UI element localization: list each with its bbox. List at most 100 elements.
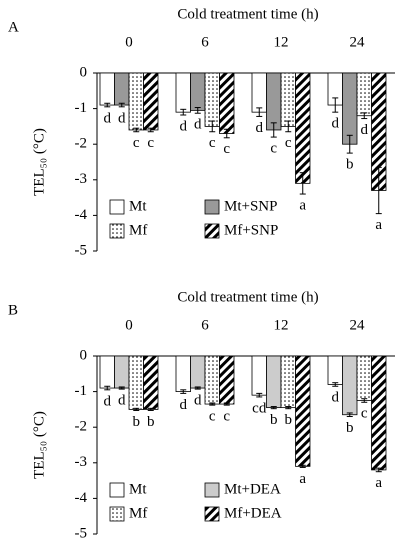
- significance-letter: c: [209, 135, 216, 151]
- x-tick-label: 24: [350, 317, 366, 333]
- error-bar: [299, 464, 306, 468]
- error-bar: [133, 407, 140, 411]
- bar: [356, 355, 372, 401]
- significance-letter: d: [104, 110, 112, 126]
- significance-letter: d: [332, 116, 340, 132]
- bar: [295, 355, 311, 467]
- significance-letter: c: [223, 141, 230, 157]
- error-bar: [332, 97, 339, 113]
- error-bar: [223, 402, 230, 406]
- bar: [266, 355, 282, 409]
- significance-letter: cd: [252, 400, 267, 416]
- bar: [114, 355, 130, 389]
- error-bar: [209, 120, 216, 133]
- significance-letter: b: [270, 412, 278, 428]
- bar: [371, 355, 387, 471]
- y-tick-label: -3: [75, 454, 88, 470]
- error-bar: [180, 108, 187, 116]
- y-tick-label: -1: [75, 100, 88, 116]
- legend-swatch: [109, 482, 125, 498]
- x-axis-title: Cold treatment time (h): [177, 289, 318, 305]
- y-tick-label: -5: [75, 242, 88, 258]
- error-bar: [118, 102, 125, 108]
- bar: [266, 72, 282, 131]
- significance-letter: a: [375, 217, 382, 233]
- bar: [356, 72, 372, 117]
- error-bar: [285, 120, 292, 133]
- x-tick-label: 12: [274, 317, 289, 333]
- error-bar: [256, 392, 263, 398]
- significance-letter: c: [223, 409, 230, 425]
- legend-label: Mt: [129, 481, 147, 497]
- significance-letter: d: [118, 110, 126, 126]
- significance-letter: c: [270, 141, 277, 157]
- significance-letter: a: [375, 475, 382, 491]
- bar: [175, 355, 191, 392]
- bar: [280, 355, 296, 409]
- error-bar: [104, 385, 111, 391]
- legend-label: Mt: [129, 198, 147, 214]
- error-bar: [256, 107, 263, 117]
- significance-letter: c: [133, 135, 140, 151]
- error-bar: [194, 386, 201, 390]
- x-tick-label: 0: [125, 317, 133, 333]
- error-bar: [194, 107, 201, 114]
- bar: [190, 72, 206, 111]
- y-tick-label: -3: [75, 171, 88, 187]
- bar: [219, 72, 235, 134]
- legend-label: Mt+SNP: [224, 198, 277, 214]
- significance-letter: b: [133, 414, 141, 430]
- error-bar: [299, 172, 306, 195]
- legend-swatch: [204, 506, 220, 522]
- bar: [342, 72, 358, 145]
- significance-letter: c: [361, 406, 368, 422]
- panel-label: A: [8, 19, 19, 35]
- legend-swatch: [109, 223, 125, 239]
- significance-letter: b: [147, 414, 155, 430]
- panel-label: B: [8, 302, 18, 318]
- legend-swatch: [204, 199, 220, 215]
- bar: [280, 72, 296, 127]
- significance-letter: a: [299, 471, 306, 487]
- significance-letter: d: [194, 393, 202, 409]
- significance-letter: a: [299, 197, 306, 213]
- bar: [204, 72, 220, 127]
- y-tick-label: -2: [75, 419, 88, 435]
- error-bar: [375, 467, 382, 473]
- bar: [251, 355, 267, 396]
- y-tick-label: 0: [80, 64, 88, 80]
- significance-letter: d: [332, 390, 340, 406]
- error-bar: [104, 102, 111, 108]
- y-tick-label: 0: [80, 347, 88, 363]
- x-axis-title: Cold treatment time (h): [177, 6, 318, 22]
- significance-letter: d: [361, 122, 369, 138]
- error-bar: [346, 412, 353, 418]
- bar: [114, 72, 130, 106]
- error-bar: [209, 402, 216, 406]
- legend-label: Mf: [129, 505, 147, 521]
- legend-label: Mf+DEA: [224, 505, 282, 521]
- error-bar: [361, 112, 368, 120]
- y-tick-label: -5: [75, 525, 88, 541]
- bar: [143, 72, 159, 131]
- y-axis-title: TEL₅₀ (°C): [31, 128, 47, 196]
- significance-letter: d: [104, 393, 112, 409]
- legend-label: Mf+SNP: [224, 222, 278, 238]
- bar: [295, 72, 311, 184]
- x-tick-label: 12: [274, 34, 289, 50]
- y-tick-label: -4: [75, 490, 88, 506]
- error-bar: [180, 389, 187, 394]
- significance-letter: b: [285, 412, 293, 428]
- significance-letter: d: [118, 393, 126, 409]
- error-bar: [118, 386, 125, 390]
- error-bar: [361, 398, 368, 403]
- significance-letter: d: [256, 120, 264, 136]
- bar: [99, 355, 115, 389]
- bar: [327, 355, 343, 385]
- significance-letter: d: [180, 118, 188, 134]
- legend-swatch: [109, 199, 125, 215]
- bar: [99, 72, 115, 106]
- y-tick-label: -2: [75, 136, 88, 152]
- legend-swatch: [204, 482, 220, 498]
- legend-label: Mt+DEA: [224, 481, 281, 497]
